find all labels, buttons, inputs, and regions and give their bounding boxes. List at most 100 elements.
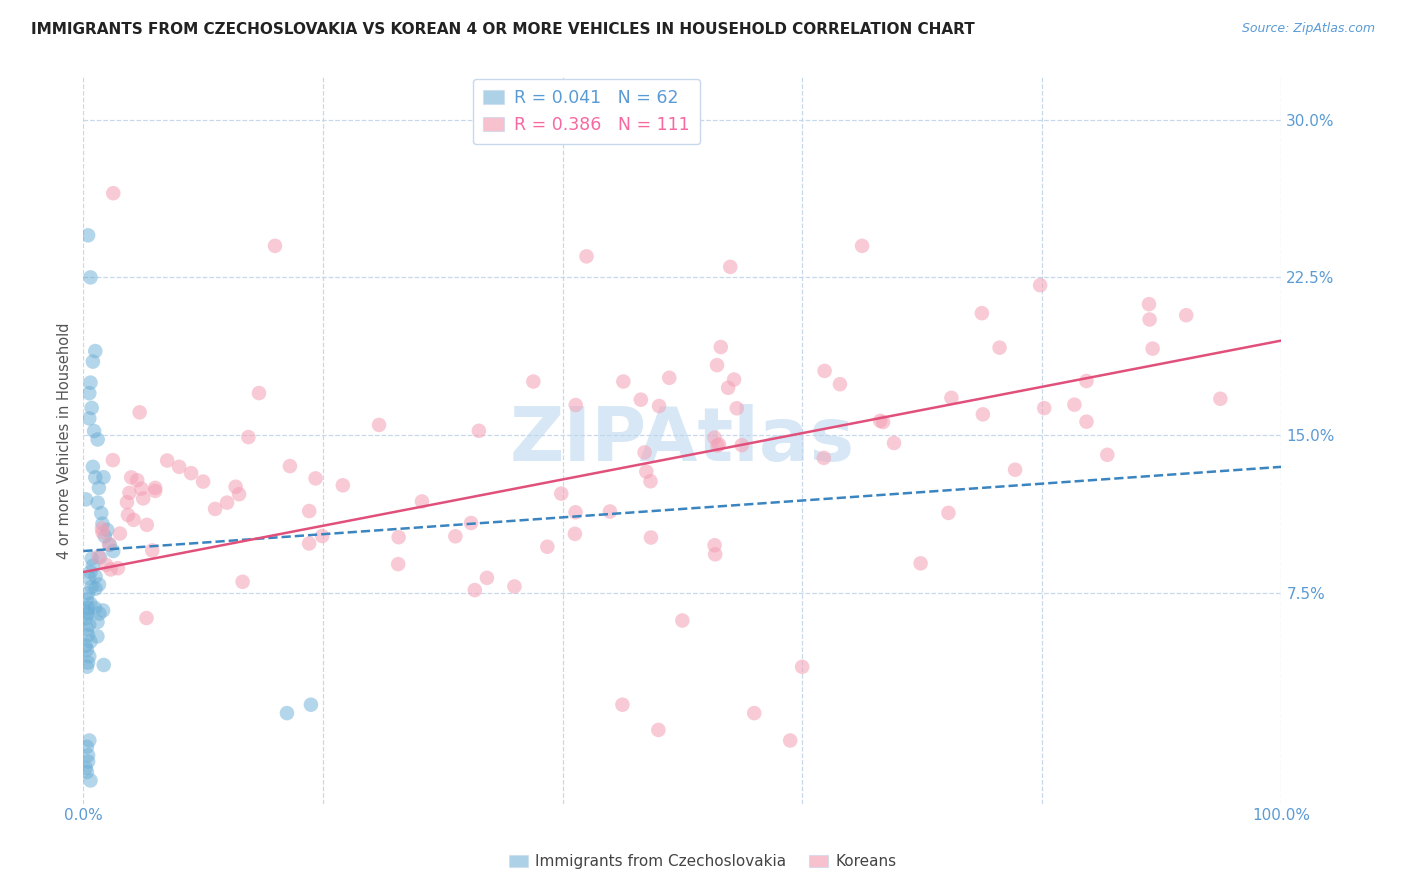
Point [80,401,103,415]
Point [225,480,247,494]
Point [311,529,333,543]
Point [1137,297,1160,311]
Point [1029,278,1052,293]
Point [264,239,287,253]
Point [247,386,270,401]
Point [91,525,114,540]
Point [87,481,110,495]
Point [79,270,101,285]
Point [464,583,486,598]
Point [723,373,745,387]
Point [93,658,115,673]
Point [79,773,101,788]
Point [76,607,98,622]
Point [1004,463,1026,477]
Point [79,376,101,390]
Point [970,306,993,320]
Point [706,358,728,372]
Point [96,523,118,537]
Point [444,529,467,543]
Point [869,414,891,428]
Point [1076,374,1098,388]
Point [103,186,125,201]
Point [1097,448,1119,462]
Point [79,634,101,648]
Point [411,494,433,508]
Point [77,586,100,600]
Point [522,375,544,389]
Point [79,565,101,579]
Point [910,557,932,571]
Point [278,459,301,474]
Point [82,459,104,474]
Point [1033,401,1056,416]
Point [98,537,121,551]
Point [103,544,125,558]
Point [84,582,107,596]
Point [460,516,482,530]
Point [141,543,163,558]
Point [972,408,994,422]
Point [564,526,586,541]
Point [228,487,250,501]
Point [503,579,526,593]
Point [779,733,801,747]
Point [564,398,586,412]
Point [76,739,98,754]
Point [84,470,107,484]
Point [75,639,97,653]
Point [575,249,598,263]
Point [77,656,100,670]
Point [276,706,298,720]
Point [1142,342,1164,356]
Point [813,450,835,465]
Point [86,629,108,643]
Point [84,344,107,359]
Point [742,706,765,720]
Point [128,405,150,419]
Point [76,592,98,607]
Point [332,478,354,492]
Point [156,453,179,467]
Point [101,453,124,467]
Point [77,600,100,615]
Point [79,617,101,632]
Point [630,392,652,407]
Point [215,495,238,509]
Point [633,445,655,459]
Point [79,733,101,747]
Point [232,574,254,589]
Point [76,660,98,674]
Point [536,540,558,554]
Point [647,723,669,737]
Point [368,417,391,432]
Point [298,504,321,518]
Point [91,603,114,617]
Point [82,354,104,368]
Point [91,522,114,536]
Point [872,415,894,429]
Point [725,401,748,416]
Point [671,614,693,628]
Point [83,424,105,438]
Text: IMMIGRANTS FROM CZECHOSLOVAKIA VS KOREAN 4 OR MORE VEHICLES IN HOUSEHOLD CORRELA: IMMIGRANTS FROM CZECHOSLOVAKIA VS KOREAN… [31,22,974,37]
Point [131,482,153,496]
Point [640,475,662,489]
Point [132,491,155,506]
Point [86,495,108,509]
Point [706,438,728,452]
Legend: R = 0.041   N = 62, R = 0.386   N = 111: R = 0.041 N = 62, R = 0.386 N = 111 [472,78,700,145]
Point [76,622,98,636]
Point [94,558,117,572]
Point [612,698,634,712]
Point [704,547,727,561]
Point [87,549,110,564]
Point [135,517,157,532]
Point [91,516,114,531]
Point [107,561,129,575]
Text: Source: ZipAtlas.com: Source: ZipAtlas.com [1241,22,1375,36]
Point [475,571,498,585]
Point [98,538,121,552]
Point [118,485,141,500]
Point [89,550,111,565]
